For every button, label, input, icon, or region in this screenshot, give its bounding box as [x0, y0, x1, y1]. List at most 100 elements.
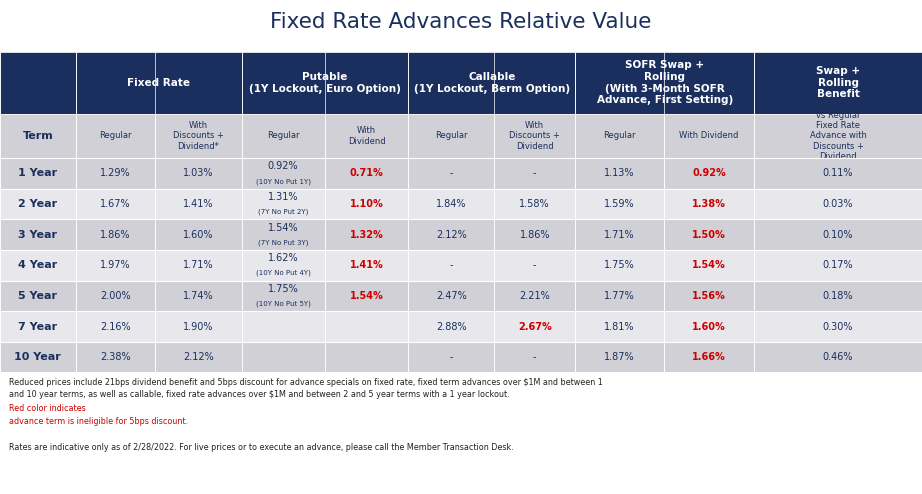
Text: 1.67%: 1.67%	[100, 199, 131, 209]
Text: 1.81%: 1.81%	[604, 322, 635, 331]
Bar	[325, 311, 408, 342]
Text: 1.50%: 1.50%	[692, 230, 726, 240]
Text: 1.74%: 1.74%	[183, 291, 214, 301]
Text: 1.38%: 1.38%	[692, 199, 726, 209]
Text: Fixed Rate: Fixed Rate	[127, 78, 190, 88]
Bar	[494, 311, 575, 342]
Text: Regular: Regular	[435, 131, 467, 140]
Text: 2.12%: 2.12%	[436, 230, 467, 240]
Text: 1.54%: 1.54%	[692, 260, 726, 270]
Bar	[0, 114, 76, 158]
Bar	[664, 342, 754, 372]
Bar	[242, 281, 325, 311]
Bar	[155, 219, 242, 250]
Text: (10Y No Put 4Y): (10Y No Put 4Y)	[255, 270, 311, 277]
Text: 7 Year: 7 Year	[18, 322, 57, 331]
Text: 1.13%: 1.13%	[604, 168, 635, 178]
Bar	[0, 281, 76, 311]
Text: Regular: Regular	[99, 131, 132, 140]
Text: 0.17%: 0.17%	[822, 260, 854, 270]
Text: 2.12%: 2.12%	[183, 352, 214, 362]
Bar	[155, 281, 242, 311]
Text: -: -	[450, 168, 453, 178]
Bar	[325, 250, 408, 281]
Bar	[76, 189, 155, 219]
Text: 1.84%: 1.84%	[436, 199, 467, 209]
Text: 4 Year: 4 Year	[18, 260, 57, 270]
Bar	[494, 189, 575, 219]
Text: 2.47%: 2.47%	[436, 291, 467, 301]
Bar	[754, 250, 922, 281]
Bar	[76, 158, 155, 189]
Bar	[0, 311, 76, 342]
Bar	[575, 342, 664, 372]
Text: 2.38%: 2.38%	[100, 352, 131, 362]
Bar	[325, 189, 408, 219]
Bar	[242, 114, 325, 158]
Bar	[575, 158, 664, 189]
Bar	[494, 158, 575, 189]
Text: 2.67%: 2.67%	[518, 322, 551, 331]
Bar	[155, 311, 242, 342]
Bar	[0, 189, 76, 219]
Text: Putable
(1Y Lockout, Euro Option): Putable (1Y Lockout, Euro Option)	[249, 72, 401, 93]
Bar	[754, 114, 922, 158]
Bar	[754, 311, 922, 342]
Bar	[76, 219, 155, 250]
Text: Regular: Regular	[266, 131, 300, 140]
Bar	[242, 342, 325, 372]
Bar	[754, 219, 922, 250]
Bar	[76, 311, 155, 342]
Bar	[408, 311, 494, 342]
Bar	[664, 158, 754, 189]
Text: With Dividend: With Dividend	[680, 131, 739, 140]
Text: 2.00%: 2.00%	[100, 291, 131, 301]
Text: 0.11%: 0.11%	[822, 168, 854, 178]
Text: 0.30%: 0.30%	[822, 322, 854, 331]
Text: (7Y No Put 3Y): (7Y No Put 3Y)	[258, 239, 308, 246]
Text: 1.86%: 1.86%	[100, 230, 131, 240]
Text: 1.97%: 1.97%	[100, 260, 131, 270]
Text: 1.31%: 1.31%	[267, 192, 299, 202]
Text: With
Discounts +
Dividend: With Discounts + Dividend	[509, 121, 561, 151]
Text: 0.18%: 0.18%	[822, 291, 854, 301]
Bar	[408, 189, 494, 219]
Bar	[664, 189, 754, 219]
Bar	[494, 281, 575, 311]
Text: -: -	[533, 168, 537, 178]
Bar	[575, 281, 664, 311]
Text: Rates are indicative only as of 2/28/2022. For live prices or to execute an adva: Rates are indicative only as of 2/28/202…	[9, 443, 514, 452]
Bar	[494, 114, 575, 158]
Text: vs Regular
Fixed Rate
Advance with
Discounts +
Dividend: vs Regular Fixed Rate Advance with Disco…	[810, 111, 867, 161]
Text: 1.90%: 1.90%	[183, 322, 214, 331]
Bar	[408, 219, 494, 250]
Text: 0.03%: 0.03%	[822, 199, 854, 209]
Text: 1.75%: 1.75%	[604, 260, 635, 270]
Text: Red color indicates: Red color indicates	[9, 404, 86, 413]
Text: 1.03%: 1.03%	[183, 168, 214, 178]
Text: 1.71%: 1.71%	[604, 230, 635, 240]
Bar	[575, 189, 664, 219]
Bar	[664, 311, 754, 342]
Bar	[76, 250, 155, 281]
Bar	[494, 250, 575, 281]
Bar	[76, 52, 242, 114]
Bar	[242, 158, 325, 189]
Text: 0.71%: 0.71%	[349, 168, 384, 178]
Text: 2.21%: 2.21%	[519, 291, 550, 301]
Bar	[408, 281, 494, 311]
Bar	[575, 114, 664, 158]
Text: 0.92%: 0.92%	[692, 168, 726, 178]
Bar	[155, 250, 242, 281]
Bar	[155, 114, 242, 158]
Bar	[754, 342, 922, 372]
Bar	[0, 250, 76, 281]
Text: 1 Year: 1 Year	[18, 168, 57, 178]
Text: (10Y No Put 1Y): (10Y No Put 1Y)	[255, 178, 311, 185]
Bar	[325, 114, 408, 158]
Text: -: -	[450, 352, 453, 362]
Text: 1.86%: 1.86%	[519, 230, 550, 240]
Text: With
Dividend: With Dividend	[348, 126, 385, 146]
Bar	[325, 342, 408, 372]
Text: 1.54%: 1.54%	[267, 223, 299, 233]
